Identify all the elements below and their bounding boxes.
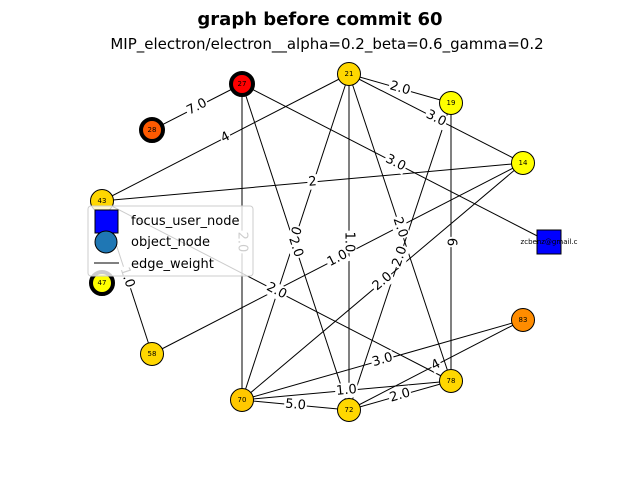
node-21: 21: [337, 62, 361, 86]
node-19: 19: [439, 91, 463, 115]
edge-label-background: [422, 106, 450, 131]
node-78: 78: [439, 369, 463, 393]
edge-label-background: [387, 385, 413, 406]
node-label: 21: [345, 70, 354, 78]
node-27: 27: [229, 71, 255, 97]
edge-weight-label: 2.0: [390, 244, 411, 268]
node-label: zcbenz@gmail.c: [521, 238, 578, 246]
node-70: 70: [230, 388, 254, 412]
figure-title: graph before commit 60: [197, 9, 442, 30]
edge-label-group: 3.0: [369, 349, 396, 371]
edge-weight-label: 1.0: [342, 232, 357, 253]
edge-weight-label: 1.0: [336, 382, 358, 399]
edge-label-group: 2.0: [387, 78, 413, 99]
object-node-circle: [337, 62, 361, 86]
edge-label-group: 6: [443, 236, 459, 248]
edge-label-background: [217, 128, 234, 147]
edge-label-background: [387, 78, 413, 99]
edge-label-group: 2: [306, 174, 319, 190]
edge-weight-label: 3.0: [370, 350, 394, 370]
edge-label-background: [306, 174, 319, 190]
edge-label-group: 2.0: [387, 385, 413, 406]
edge-weight-label: 5.0: [285, 397, 307, 414]
node-label: 47: [98, 279, 107, 287]
object-node-circle: [511, 151, 535, 175]
figure-subtitle: MIP_electron/electron__alpha=0.2_beta=0.…: [110, 35, 543, 54]
edge-label-background: [443, 236, 459, 248]
edge-weight-label: 2.0: [285, 235, 306, 259]
edge-label-background: [389, 214, 411, 241]
edge-label-background: [183, 95, 211, 119]
node-28: 28: [139, 117, 165, 143]
object-node-circle: [139, 117, 165, 143]
edge-label-group: 1.0: [334, 382, 359, 399]
edge-label-background: [381, 151, 410, 175]
node-83: 83: [511, 308, 535, 332]
edge-label-group: 2.0: [389, 243, 411, 270]
object-node-circle: [229, 71, 255, 97]
node-label: 28: [148, 126, 157, 134]
legend: focus_user_node object_node edge_weight: [87, 205, 254, 277]
edge-label-group: 2.0: [389, 214, 411, 241]
edge-weight-label: 2: [308, 174, 318, 190]
node-58: 58: [140, 342, 164, 366]
edge-label-group: 4: [427, 355, 445, 375]
edge-label-background: [389, 243, 411, 270]
node-label: 78: [447, 377, 456, 385]
edge-label-background: [427, 355, 445, 375]
edge-label-background: [284, 233, 307, 261]
edge-label-background: [262, 279, 291, 303]
edge-label-group: 5.0: [283, 396, 308, 414]
node-label: 83: [519, 316, 528, 324]
legend-edge-weight-label: edge_weight: [131, 257, 214, 272]
object-node-circle: [230, 388, 254, 412]
object-node-circle: [511, 308, 535, 332]
object-node-circle: [140, 342, 164, 366]
node-14: 14: [511, 151, 535, 175]
node-label: 27: [238, 80, 247, 88]
legend-frame: [87, 205, 254, 277]
legend-focus-user-label: focus_user_node: [131, 214, 240, 229]
node-label: 43: [98, 197, 107, 205]
node-label: 19: [447, 99, 456, 107]
edge-label-group: 2.0: [284, 233, 307, 261]
legend-focus-user-square-icon: [94, 209, 119, 234]
edge-label-group: 1.0: [341, 230, 357, 254]
object-node-circle: [439, 91, 463, 115]
edge-label-background: [369, 349, 396, 371]
edge-label-background: [283, 396, 308, 414]
object-node-circle: [337, 398, 361, 422]
edge-label-background: [334, 382, 359, 399]
edge-weight-label: 2.0: [388, 78, 412, 98]
node-label: 58: [148, 350, 157, 358]
node-label: 72: [345, 406, 354, 414]
node-72: 72: [337, 398, 361, 422]
edge-label-group: 4: [217, 128, 234, 147]
legend-object-node-circle-icon: [94, 230, 118, 254]
edge-weight-label: 6: [444, 238, 459, 246]
node-label: 14: [519, 159, 528, 167]
edge-weight-label: 2.0: [390, 215, 411, 239]
edge-label-background: [341, 230, 357, 254]
focus-user-node-square: [536, 229, 562, 255]
edge-label-background: [323, 246, 352, 271]
edge-weight-label: 2.0: [388, 385, 412, 405]
edge-label-background: [368, 268, 397, 295]
node-label: 70: [238, 396, 247, 404]
legend-object-node-label: object_node: [131, 235, 210, 250]
node-zc: zcbenz@gmail.c: [521, 229, 578, 255]
object-node-circle: [439, 369, 463, 393]
